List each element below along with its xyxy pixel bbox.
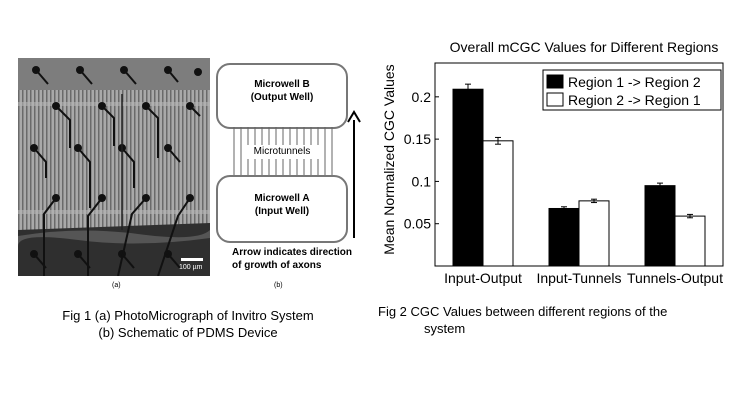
y-tick-label: 0.05 xyxy=(404,216,431,232)
growth-direction-arrow-icon xyxy=(347,110,361,238)
cgc-bar-chart: Overall mCGC Values for Different Region… xyxy=(381,39,724,286)
y-tick-label: 0.15 xyxy=(404,131,431,147)
bar-region-2-to-1 xyxy=(674,215,706,267)
y-tick-label: 0.2 xyxy=(412,89,432,105)
figure-2-caption-line-2: system xyxy=(424,321,466,336)
y-axis-label: Mean Normalized CGC Values xyxy=(381,64,397,254)
arrow-note-line-2: of growth of axons xyxy=(232,260,322,271)
figure-2-caption: Fig 2 CGC Values between different regio… xyxy=(378,303,723,337)
micrograph-image xyxy=(18,58,210,276)
x-tick-label: Input-Output xyxy=(444,270,522,286)
scale-bar-label: 100 µm xyxy=(179,264,203,271)
chart-title: Overall mCGC Values for Different Region… xyxy=(450,39,719,55)
schematic: Microwell B (Output Well) Microtunnels M… xyxy=(216,58,376,283)
x-tick-label: Input-Tunnels xyxy=(536,270,621,286)
microtunnels-label: Microtunnels xyxy=(253,146,311,157)
microwell-b-name: Microwell B xyxy=(254,79,310,90)
panel-b-label: (b) xyxy=(274,282,283,289)
figure-1: 100 µm (a) Microwell B (Output Well) Mic… xyxy=(0,0,380,360)
microwell-a-label: Microwell A (Input Well) xyxy=(216,192,348,218)
legend-label: Region 2 -> Region 1 xyxy=(568,92,701,108)
scale-bar xyxy=(181,258,203,261)
microwell-b-label: Microwell B (Output Well) xyxy=(216,78,348,104)
microtunnels-lines xyxy=(233,127,333,175)
arrow-note-line-1: Arrow indicates direction xyxy=(232,247,353,258)
bar-region-1-to-2 xyxy=(644,185,676,267)
legend-box xyxy=(542,69,722,111)
microwell-a xyxy=(216,175,348,243)
microwell-b-subtitle: (Output Well) xyxy=(250,92,314,103)
panel-a-label: (a) xyxy=(112,282,121,289)
y-tick-label: 0.1 xyxy=(412,173,432,189)
bar-region-1-to-2 xyxy=(548,207,580,267)
figure-1-caption: Fig 1 (a) PhotoMicrograph of Invitro Sys… xyxy=(8,307,368,341)
legend-swatch xyxy=(546,74,564,89)
bar-region-2-to-1 xyxy=(578,200,610,267)
figure-1-caption-line-1: Fig 1 (a) PhotoMicrograph of Invitro Sys… xyxy=(62,308,314,323)
figure-1-caption-line-2: (b) Schematic of PDMS Device xyxy=(98,325,278,340)
bar-region-2-to-1 xyxy=(482,140,514,267)
microwell-a-subtitle: (Input Well) xyxy=(254,206,310,217)
legend-label: Region 1 -> Region 2 xyxy=(568,74,701,90)
legend-swatch xyxy=(546,92,564,107)
microwell-a-name: Microwell A xyxy=(254,193,310,204)
microwell-b xyxy=(216,63,348,129)
figure-2-caption-line-1: Fig 2 CGC Values between different regio… xyxy=(378,304,668,319)
arrow-note: Arrow indicates direction of growth of a… xyxy=(232,246,382,272)
x-tick-label: Tunnels-Output xyxy=(627,270,723,286)
bar-region-1-to-2 xyxy=(452,88,484,267)
